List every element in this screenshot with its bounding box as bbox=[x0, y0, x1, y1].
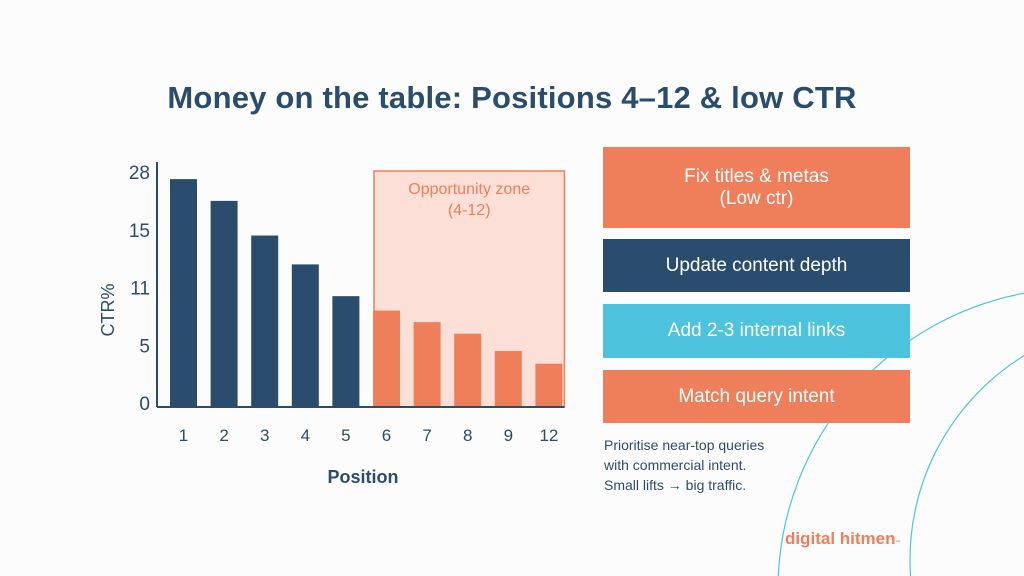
decorative-arc-small bbox=[909, 355, 1024, 576]
action-sublabel: (Low ctr) bbox=[719, 187, 794, 209]
ctr-bar-chart: Opportunity zone(4-12)1 2 3 4 5 6 7 8 9 120511152… bbox=[98, 162, 566, 487]
action-label: Add 2-3 internal links bbox=[667, 320, 846, 341]
action-update-content: Update content depth bbox=[603, 239, 910, 292]
action-internal-links: Add 2-3 internal links bbox=[603, 304, 910, 358]
x-tick-label: 2 bbox=[219, 426, 228, 445]
x-axis-label: Position bbox=[328, 467, 399, 487]
logo-text: digital hitmen bbox=[785, 529, 896, 548]
note-line: with commercial intent. bbox=[604, 457, 747, 473]
action-label: Fix titles & metas bbox=[684, 165, 829, 187]
x-tick-label: 9 bbox=[504, 426, 513, 445]
y-tick-label: 15 bbox=[129, 221, 150, 242]
y-tick-label: 28 bbox=[129, 163, 150, 184]
x-tick-label: 3 bbox=[260, 426, 269, 445]
page-title: Money on the table: Positions 4–12 & low… bbox=[167, 80, 857, 115]
note-line: Prioritise near-top queries bbox=[604, 437, 765, 453]
bar-3 bbox=[251, 235, 279, 407]
action-label: Match query intent bbox=[678, 385, 835, 407]
logo: digital hitmen™ bbox=[785, 529, 901, 549]
bar-1 bbox=[170, 179, 197, 407]
bar-12 bbox=[535, 363, 563, 407]
x-tick-label: 6 bbox=[382, 426, 391, 445]
note-line: Small lifts → big traffic. bbox=[604, 477, 747, 493]
bar-8 bbox=[454, 333, 482, 407]
bar-6 bbox=[373, 310, 400, 407]
bar-4 bbox=[291, 264, 319, 407]
x-tick-label: 7 bbox=[422, 426, 431, 445]
bar-2 bbox=[210, 200, 238, 407]
bar-7 bbox=[413, 322, 441, 407]
action-match-intent: Match query intent bbox=[603, 370, 910, 423]
zone-label: Opportunity zone bbox=[408, 181, 530, 198]
action-fix-titles: Fix titles & metas (Low ctr) bbox=[603, 147, 910, 228]
x-tick-label: 12 bbox=[539, 426, 558, 445]
x-tick-label: 4 bbox=[301, 426, 310, 445]
y-tick-label: 0 bbox=[139, 394, 150, 415]
y-tick-label: 5 bbox=[139, 336, 150, 357]
bar-9 bbox=[494, 351, 522, 407]
zone-sublabel: (4-12) bbox=[448, 202, 491, 219]
y-tick-label: 11 bbox=[130, 279, 150, 300]
x-tick-label: 1 bbox=[179, 426, 188, 445]
bar-5 bbox=[332, 296, 360, 407]
note-text: Prioritise near-top queries with commerc… bbox=[604, 435, 764, 495]
action-label: Update content depth bbox=[665, 254, 848, 276]
x-tick-label: 5 bbox=[341, 426, 350, 445]
logo-tm: ™ bbox=[895, 540, 901, 546]
y-axis-label: CTR% bbox=[98, 284, 118, 337]
x-tick-label: 8 bbox=[463, 426, 472, 445]
